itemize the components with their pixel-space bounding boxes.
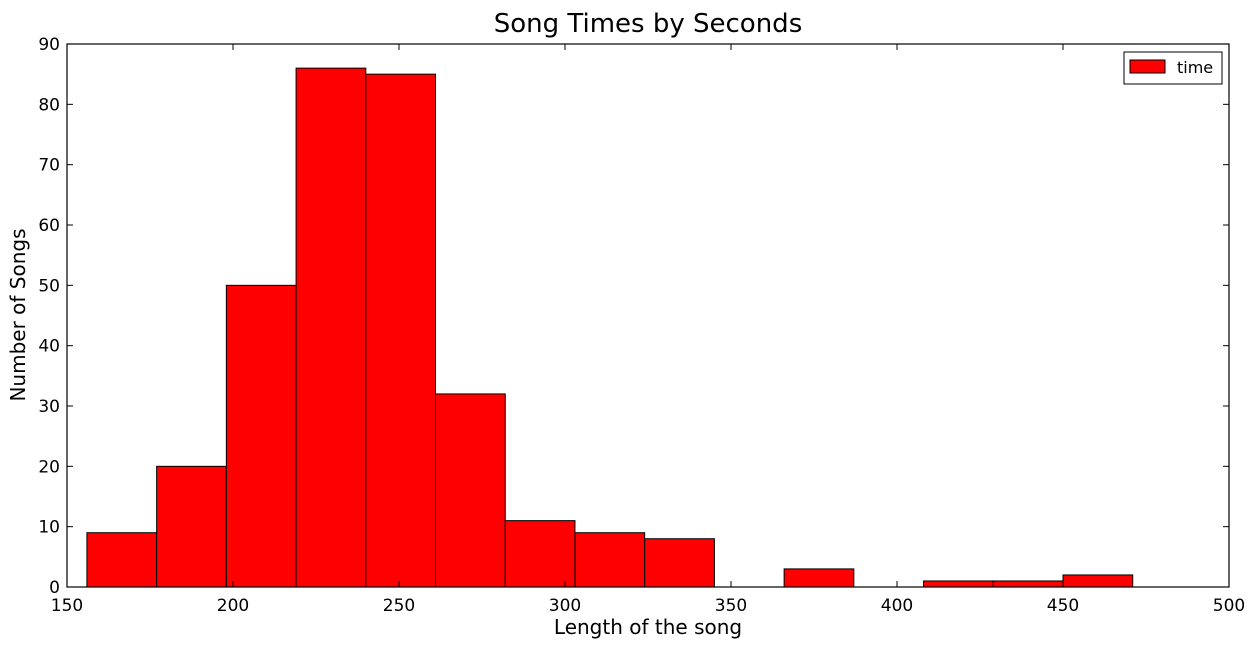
histogram-bar xyxy=(574,532,646,588)
histogram-bar xyxy=(783,568,855,588)
histogram-bar xyxy=(365,73,437,588)
y-tick-label: 20 xyxy=(38,457,60,477)
y-tick-label: 90 xyxy=(38,35,60,55)
chart-title: Song Times by Seconds xyxy=(494,9,802,39)
x-tick-label: 200 xyxy=(217,596,249,616)
y-tick-label: 50 xyxy=(38,276,60,296)
legend: time xyxy=(1123,51,1223,85)
legend-label: time xyxy=(1177,58,1213,77)
y-tick-label: 60 xyxy=(38,216,60,236)
histogram-bar xyxy=(156,465,227,588)
x-tick-label: 150 xyxy=(51,596,83,616)
y-tick-label: 70 xyxy=(38,156,60,176)
x-tick-label: 250 xyxy=(383,596,415,616)
x-tick-label: 500 xyxy=(1213,596,1245,616)
histogram-bar xyxy=(644,538,715,588)
y-axis-label: Number of Songs xyxy=(6,228,30,401)
y-tick-label: 80 xyxy=(38,95,60,115)
y-tick-label: 10 xyxy=(38,518,60,538)
bars-group xyxy=(86,67,1134,588)
histogram-bar xyxy=(225,284,297,588)
x-tick-label: 300 xyxy=(549,596,581,616)
x-tick-label: 450 xyxy=(1047,596,1079,616)
histogram-bar xyxy=(435,393,506,588)
histogram-bar xyxy=(992,580,1064,588)
histogram-bar xyxy=(1062,574,1134,588)
histogram-bar xyxy=(923,580,994,588)
histogram-bar xyxy=(86,532,158,588)
y-tick-label: 40 xyxy=(38,337,60,357)
legend-swatch xyxy=(1129,59,1166,74)
histogram-bar xyxy=(504,520,576,588)
x-tick-label: 400 xyxy=(881,596,913,616)
x-tick-label: 350 xyxy=(715,596,747,616)
ticks-group: 150 200 250 300 350 400 450 500 0 10 20 30 40 50 60 70 8… xyxy=(38,35,1245,616)
histogram-bar xyxy=(295,67,367,588)
y-tick-label: 30 xyxy=(38,397,60,417)
y-tick-label: 0 xyxy=(49,578,60,598)
plot-frame xyxy=(66,43,1230,588)
x-axis-label: Length of the song xyxy=(554,615,742,639)
